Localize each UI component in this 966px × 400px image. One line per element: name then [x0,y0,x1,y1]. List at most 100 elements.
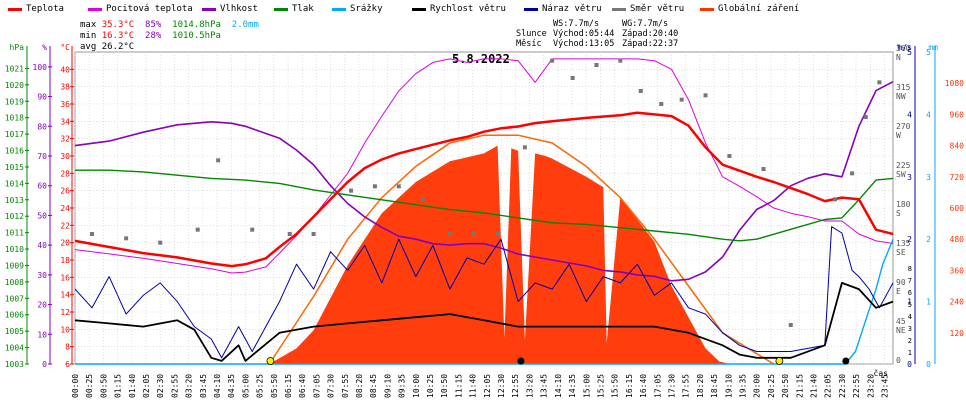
x-tick-label: 15:25 [596,374,605,398]
temperature-tick-label: 40 [60,65,70,74]
astro-sunset: Západ:20:40 [622,29,679,39]
stats-avg-row: avg 26.2°C [80,42,134,52]
wind-minor-tick-label: 3 [908,325,912,333]
series-line-teplota [74,111,894,268]
pressure-tick-label: 1021 [5,64,24,73]
pressure-tick-label: 1007 [5,294,24,303]
wind-direction-point [659,102,664,106]
legend-wind: Rychlost větru [412,3,506,15]
stats-avg-temp: 26.2°C [101,42,135,52]
wind-direction-point [287,232,292,236]
wind-direction-point [761,167,766,171]
wind-unit: m/s [898,43,913,52]
wind-direction-point [250,227,255,232]
wind-minor-tick-label: 4 [908,313,912,321]
x-tick-label: 15:00 [582,374,591,398]
rain-tick-label: 1 [926,298,931,307]
humidity-tick-label: 40 [37,241,47,250]
x-tick-label: 19:10 [724,374,733,398]
x-tick-label: 09:10 [383,374,392,398]
pressure-tick-label: 1008 [5,278,24,287]
wind-direction-point [158,240,163,245]
axis-layer: 00:00 00:25 00:50 01:15 01:40 02:05 02:30 02:55… [5,43,964,398]
wind-direction-point [550,58,555,63]
pressure-tick-label: 1015 [5,163,24,172]
temperature-tick-label: 26 [60,187,70,196]
radiation-tick-label: 960 [950,110,965,119]
pressure-tick-label: 1013 [5,196,24,205]
radiation-area [269,145,730,364]
wind-minor-tick-label: 7 [908,277,912,285]
legend-gust: Náraz větru [524,3,602,15]
series-line-rychlost-v-tru [74,281,894,362]
wind-direction-point [495,232,500,236]
rain-tick-label: 4 [926,110,931,119]
direction-compass-label: N [896,53,901,62]
pressure-tick-label: 1018 [5,114,24,123]
pressure-tick-label: 1003 [5,360,24,369]
stats-max-hum: 85% [145,20,162,30]
x-tick-label: 07:30 [327,374,336,398]
x-tick-label: 00:00 [71,374,80,398]
x-tick-label: 12:55 [511,374,520,398]
direction-tick-label: 45 [896,317,906,326]
temperature-tick-label: 20 [60,239,70,248]
pressure-tick-label: 1005 [5,327,24,336]
wind-tick-label: 0 [907,360,912,369]
wind-direction-point [570,76,575,80]
x-tick-label: 13:45 [540,374,549,398]
direction-tick-label: 135 [896,239,911,248]
wind-tick-label: 5 [907,48,912,57]
wind-minor-tick-label: 6 [908,289,912,297]
pressure-tick-label: 1011 [5,229,24,238]
legend-temp: Teplota [8,3,64,15]
stats-min-temp: 16.3°C [101,31,135,41]
radiation-tick-label: 720 [950,173,965,182]
legend-feels: Pocitová teplota [88,3,193,15]
direction-tick-label: 315 [896,83,911,92]
rain-tick-label: 2 [926,235,931,244]
pressure-tick-label: 1019 [5,97,24,106]
x-tick-label: 02:30 [156,374,165,398]
legend-radiation: Globální záření [700,3,799,15]
moonset-marker [842,357,850,365]
direction-compass-label: S [896,209,901,218]
astro-wg: WG:7.7m/s [622,19,669,29]
humidity-tick-label: 60 [37,182,47,191]
x-tick-label: 14:10 [554,374,563,398]
x-tick-label: 22:30 [838,374,847,398]
temperature-tick-label: 24 [60,204,70,213]
humidity-tick-label: 80 [37,122,47,131]
temperature-tick-label: 18 [60,256,70,265]
x-tick-label: 17:05 [653,374,662,398]
sunrise-marker [266,357,275,365]
temperature-tick-label: 30 [60,152,70,161]
direction-compass-label: E [896,287,901,296]
series-line-vlhkost [74,80,894,282]
radiation-tick-label: 360 [950,266,965,275]
temperature-tick-label: 38 [60,83,70,92]
radiation-tick-label: 240 [950,298,965,307]
direction-tick-label: 90 [896,278,906,287]
x-tick-label: 21:15 [795,374,804,398]
pressure-tick-label: 1017 [5,130,24,139]
temperature-tick-label: 32 [60,135,70,144]
x-tick-label: 16:15 [625,374,634,398]
x-tick-label: 17:55 [682,374,691,398]
series-line-tlak [75,169,894,242]
x-tick-label: 09:35 [398,374,407,398]
stats-max-rain: 2.0mm [231,20,259,30]
wind-direction-point [788,323,793,327]
temperature-tick-label: 16 [60,273,70,282]
wind-minor-tick-label: 8 [908,265,912,273]
astro-moonset: Západ:22:37 [622,39,679,49]
pressure-tick-label: 1004 [5,344,24,353]
direction-compass-label: NW [896,92,906,101]
humidity-tick-label: 100 [33,63,48,72]
astro-moon-label: Měsíc [516,39,542,49]
humidity-tick-label: 50 [37,211,47,220]
x-tick-label: 07:55 [341,374,350,398]
stats-min-label: min [80,31,97,41]
stats-max-row: max 35.3°C 85% 1014.8hPa 2.0mm [80,20,259,30]
direction-tick-label: 225 [896,161,911,170]
